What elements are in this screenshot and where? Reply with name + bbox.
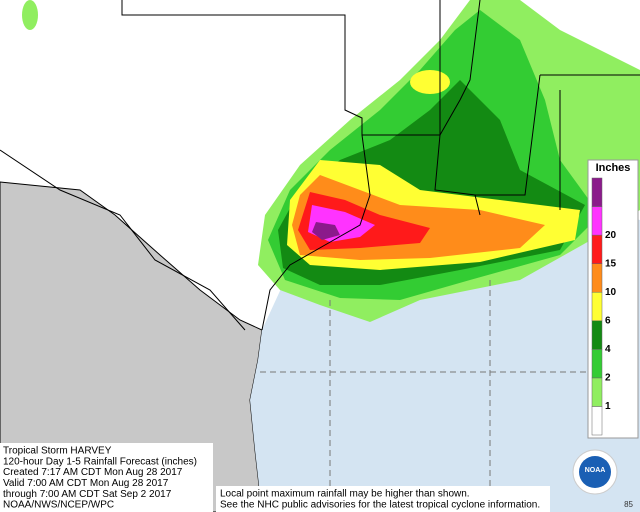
legend-label: 4 [605, 344, 611, 355]
legend-swatch [591, 349, 603, 379]
legend-swatch [591, 320, 603, 350]
legend-label: 15 [605, 258, 617, 269]
legend-label: 10 [605, 287, 617, 298]
caption-line: through 7:00 AM CDT Sat Sep 2 2017 [3, 489, 172, 500]
legend-label: 2 [605, 373, 611, 384]
legend-swatch [591, 263, 603, 293]
legend: Inches 1 2 4 6 10 15 20 [587, 159, 639, 439]
legend-swatch [591, 377, 603, 407]
legend-label: 20 [605, 230, 617, 241]
note-line: See the NHC public advisories for the la… [220, 500, 540, 511]
caption-line: 120-hour Day 1-5 Rainfall Forecast (inch… [3, 456, 197, 467]
note-box [216, 486, 550, 512]
note: Local point maximum rainfall may be high… [220, 489, 540, 511]
caption-line: Tropical Storm HARVEY [3, 446, 112, 457]
legend-swatch [591, 234, 603, 264]
boundaries [0, 0, 640, 331]
caption-line: NOAA/NWS/NCEP/WPC [3, 500, 114, 511]
legend-label: 1 [605, 401, 611, 412]
legend-title: Inches [596, 162, 631, 174]
legend-swatch [591, 177, 603, 207]
legend-swatch [591, 406, 603, 436]
legend-label: 6 [605, 315, 611, 326]
note-line: Local point maximum rainfall may be high… [220, 489, 470, 500]
logo [579, 456, 611, 488]
rainfall-bands [22, 0, 640, 322]
corner-number: 85 [624, 500, 633, 509]
lat-lon-grid [260, 280, 640, 512]
logo-text: NOAA [585, 467, 606, 474]
caption-line: Valid 7:00 AM CDT Mon Aug 28 2017 [3, 478, 169, 489]
legend-swatch [591, 291, 603, 322]
legend-swatch [591, 206, 603, 236]
caption-box [0, 443, 213, 512]
caption-line: Created 7:17 AM CDT Mon Aug 28 2017 [3, 467, 183, 478]
